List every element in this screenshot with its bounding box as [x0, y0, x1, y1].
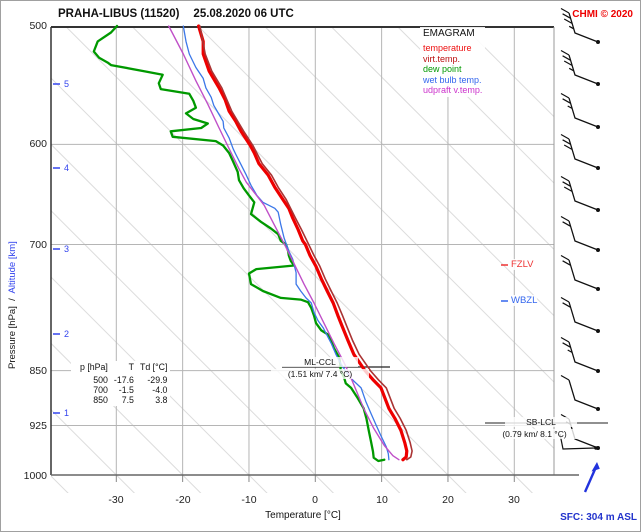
legend: EMAGRAM temperature virt.temp. dew point we… [420, 27, 486, 97]
altitude-tick-5: 5 [64, 79, 70, 89]
table-cell: -1.5 [118, 385, 134, 395]
curve-wet-bulb-temp- [182, 25, 390, 461]
pressure-tick-850: 850 [29, 365, 47, 377]
copyright-label: CHMI © 2020 [572, 9, 633, 20]
pressure-tick-925: 925 [29, 420, 47, 432]
pressure-axis-label: Pressure [hPa] [7, 306, 18, 369]
table-cell: 7.5 [121, 395, 134, 405]
table-cell: 850 [93, 395, 108, 405]
legend-item-udpraft-v-temp-: udpraft v.temp. [423, 85, 483, 95]
wind-barb [568, 180, 599, 211]
legend-items: temperature virt.temp. dew point wet bulb t… [423, 43, 482, 96]
curve-virt-temp- [199, 25, 413, 461]
levels-table: p [hPa] T Td [°C] 500 -17.6 -29.9 700 -1.5 -4.0 8… [71, 361, 171, 406]
legend-item-dew-point: dew point [423, 64, 462, 74]
surface-elevation-label: SFC: 304 m ASL [560, 512, 637, 523]
table-cell: -29.9 [147, 375, 168, 385]
table-cell: 500 [93, 375, 108, 385]
table-row: 500 -17.6 -29.9 [74, 375, 167, 385]
legend-item-virt-temp-: virt.temp. [423, 53, 461, 64]
curve-udpraft-v-temp- [167, 25, 400, 461]
x-tick-30: 30 [508, 494, 520, 506]
x-tick--20: -20 [175, 494, 191, 506]
wind-barb [568, 301, 599, 332]
fzlv-label: FZLV [511, 259, 534, 270]
table-row: 850 7.5 3.8 [74, 395, 167, 405]
altitude-tick-3: 3 [64, 244, 70, 254]
pressure-tick-600: 600 [29, 138, 47, 150]
x-tick--30: -30 [108, 494, 124, 506]
x-tick-0: 0 [312, 494, 318, 506]
wind-barb [568, 220, 599, 251]
altitude-tick-2: 2 [64, 329, 70, 339]
wind-barb [568, 54, 599, 85]
table-header: Td [°C] [139, 362, 168, 372]
wind-barb [568, 259, 599, 290]
x-axis-label: Temperature [°C] [265, 510, 341, 521]
x-tick--10: -10 [241, 494, 257, 506]
wind-barb [568, 97, 599, 128]
y-axis-label: Pressure [hPa] / Altitude [km] [7, 241, 18, 369]
table-header: p [hPa] [80, 362, 108, 372]
sb-lcl-label: SB-LCL [505, 417, 577, 427]
wind-barb [568, 138, 599, 169]
wind-barb [568, 12, 599, 43]
table-row: 700 -1.5 -4.0 [74, 385, 167, 395]
chart-title: PRAHA-LIBUS (11520) 25.08.2020 06 UTC [58, 8, 294, 20]
pressure-tick-1000: 1000 [23, 470, 47, 482]
legend-item-wet-bulb-temp-: wet bulb temp. [423, 74, 482, 85]
wbzl-label: WBZL [511, 295, 538, 306]
station-name: PRAHA-LIBUS (11520) [58, 8, 180, 20]
x-tick-10: 10 [376, 494, 388, 506]
sounding-datetime: 25.08.2020 06 UTC [193, 8, 294, 20]
x-tick-20: 20 [442, 494, 454, 506]
wind-barb [568, 379, 599, 410]
table-cell: -17.6 [113, 375, 134, 385]
pressure-tick-500: 500 [29, 20, 47, 32]
legend-title: EMAGRAM [423, 28, 475, 39]
pressure-tick-700: 700 [29, 239, 47, 251]
altitude-tick-1: 1 [64, 408, 70, 418]
surface-wind-arrow [583, 466, 598, 493]
table-cell: -4.0 [152, 385, 168, 395]
altitude-tick-4: 4 [64, 163, 70, 173]
curve-temperature [197, 24, 409, 462]
ml-ccl-value: (1.51 km/ 7.4 °C) [271, 369, 369, 379]
table-cell: 700 [93, 385, 108, 395]
ml-ccl-label: ML-CCL [282, 357, 358, 367]
table-cell: 3.8 [155, 395, 168, 405]
table-header: T [128, 362, 134, 372]
legend-item-temperature: temperature [423, 43, 472, 53]
wind-barb [568, 341, 599, 372]
sb-lcl-value: (0.79 km/ 8.1 °C) [487, 429, 582, 439]
